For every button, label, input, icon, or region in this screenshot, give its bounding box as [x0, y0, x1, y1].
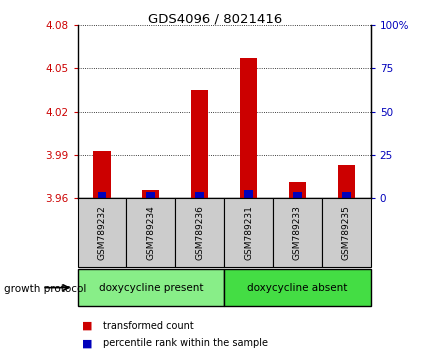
Text: GSM789235: GSM789235 [341, 205, 350, 260]
Bar [146, 192, 155, 198]
Bar [243, 190, 252, 198]
Text: GSM789236: GSM789236 [195, 205, 204, 260]
Bar [341, 192, 350, 198]
Bar [240, 58, 256, 198]
Bar [321, 198, 370, 267]
Bar [272, 198, 321, 267]
Bar [93, 150, 110, 198]
Text: GSM789233: GSM789233 [292, 205, 301, 260]
Bar [337, 165, 354, 198]
Text: GSM789232: GSM789232 [97, 205, 106, 260]
Bar [126, 198, 175, 267]
Bar [224, 198, 272, 267]
Text: transformed count: transformed count [103, 321, 194, 331]
Text: doxycycline present: doxycycline present [98, 282, 203, 293]
Text: doxycycline absent: doxycycline absent [247, 282, 347, 293]
Bar [195, 192, 204, 198]
Text: percentile rank within the sample: percentile rank within the sample [103, 338, 268, 348]
Text: GSM789234: GSM789234 [146, 205, 155, 260]
Bar [292, 192, 301, 198]
Text: GSM789231: GSM789231 [243, 205, 252, 260]
Bar [190, 90, 208, 198]
Bar [175, 198, 224, 267]
Bar [288, 182, 305, 198]
Bar [77, 198, 126, 267]
Bar [224, 269, 370, 306]
Text: ■: ■ [82, 321, 92, 331]
Bar [97, 192, 106, 198]
Text: ■: ■ [82, 338, 92, 348]
Bar [77, 269, 224, 306]
Text: GDS4096 / 8021416: GDS4096 / 8021416 [148, 12, 282, 25]
Bar [142, 189, 159, 198]
Text: growth protocol: growth protocol [4, 284, 86, 293]
